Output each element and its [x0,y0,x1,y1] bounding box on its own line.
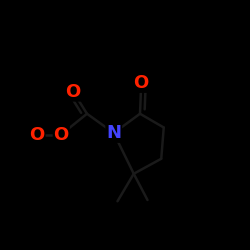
Text: O: O [54,126,69,144]
Text: N: N [106,124,121,142]
Text: O: O [66,83,81,101]
Text: O: O [134,74,149,92]
Text: O: O [30,126,44,144]
